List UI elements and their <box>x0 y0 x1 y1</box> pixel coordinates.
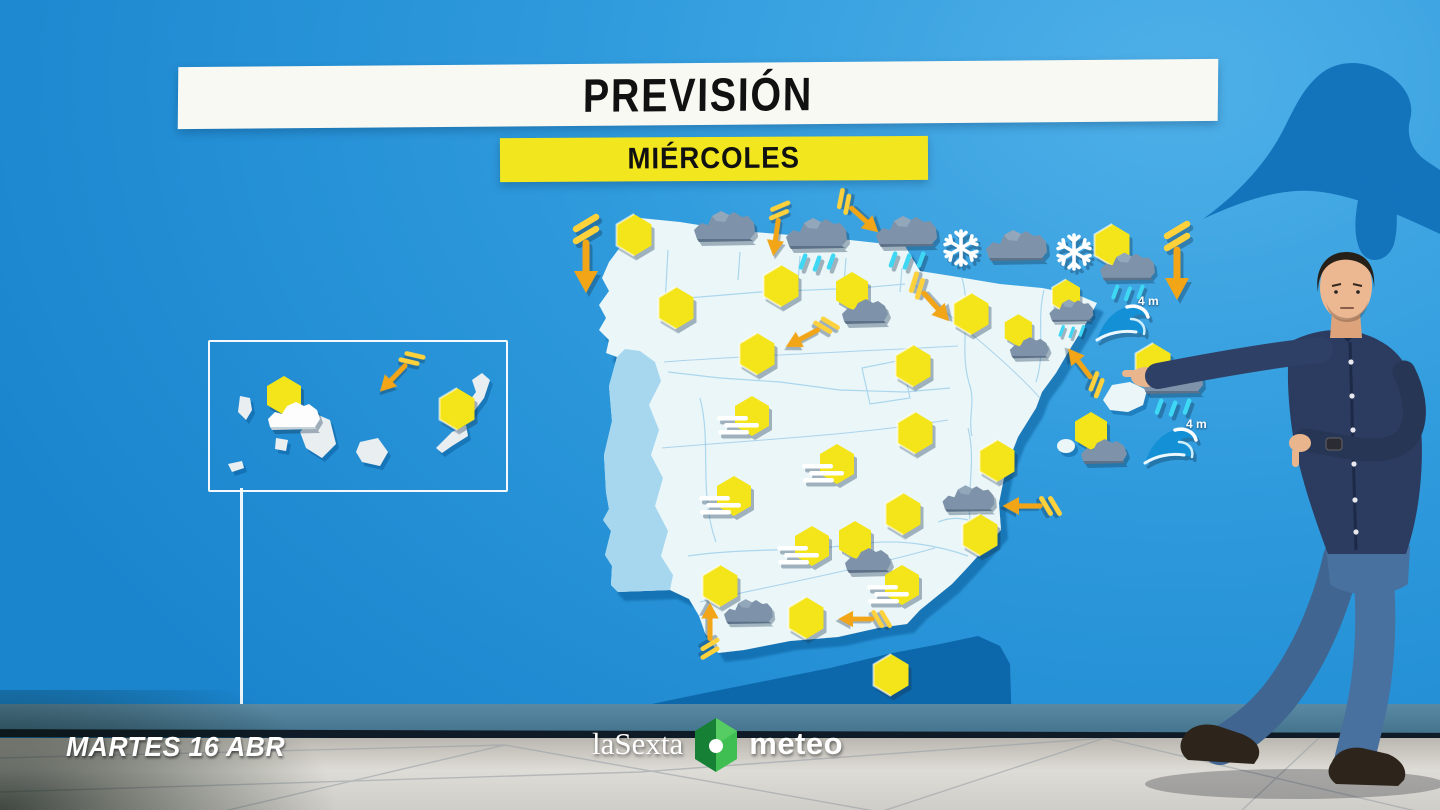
sun-cloud-icon <box>833 520 895 578</box>
sun-icon <box>883 492 923 536</box>
wind-arrow-icon <box>1160 220 1194 304</box>
cloud-rain-icon <box>1047 297 1095 340</box>
presenter-hair <box>1317 252 1375 292</box>
cloud-icon <box>983 227 1049 265</box>
date-caption: MARTES 16 ABR <box>66 731 286 762</box>
cloud-icon <box>691 208 757 246</box>
sun-icon <box>437 387 477 431</box>
wind-arrow-icon <box>778 309 843 359</box>
pointing-finger <box>1292 448 1299 467</box>
shoe <box>1180 724 1260 764</box>
sun-icon <box>656 286 696 330</box>
cloud-icon <box>722 597 775 627</box>
cloud-icon <box>940 483 996 515</box>
snowflake-icon <box>1053 231 1095 273</box>
sun-icon <box>960 513 1000 557</box>
wind-arrow-icon <box>1000 493 1063 519</box>
shoe <box>1328 747 1406 786</box>
sun-haze-icon <box>775 525 835 575</box>
canary-inset-pointer-line <box>240 488 243 810</box>
lasexta-hexagon-logo <box>695 718 738 772</box>
sun-haze-icon <box>865 564 925 614</box>
lasexta-wordmark: laSexta <box>592 726 684 761</box>
wind-arrow-icon <box>1057 339 1114 402</box>
sun-icon <box>786 596 826 640</box>
sun-cloud-icon <box>830 271 892 329</box>
wind-arrow-icon <box>369 342 429 403</box>
sun-icon <box>951 292 991 336</box>
sun-icon <box>614 213 654 257</box>
sun-haze-icon <box>800 443 860 493</box>
wind-arrow-icon <box>899 268 960 332</box>
pointing-hand <box>1122 370 1138 377</box>
sun-icon <box>977 439 1017 483</box>
wave-height-label: 4 m <box>1138 294 1159 308</box>
wind-arrow-icon <box>761 197 794 260</box>
sun-icon <box>871 653 911 697</box>
presenter-face <box>1320 254 1372 320</box>
sun-icon <box>700 564 740 608</box>
wave-icon: 4 m <box>1094 294 1159 344</box>
corner-shadow <box>0 690 560 810</box>
wind-arrow-icon <box>698 600 722 660</box>
sun-cloud-white-icon <box>260 375 324 433</box>
weather-presenter <box>1122 252 1440 799</box>
cloud-rain-icon <box>1097 250 1156 304</box>
cloud-rain-icon <box>783 215 849 275</box>
sun-cloud-icon <box>1069 411 1131 469</box>
wind-arrow-icon <box>569 213 603 297</box>
wind-arrow-icon <box>827 185 888 244</box>
wave-height-label: 4 m <box>1186 417 1207 431</box>
portugal <box>603 349 673 592</box>
france-landmass <box>1203 63 1440 261</box>
channel-brand: laSexta meteo <box>592 716 843 772</box>
snowflake-icon <box>940 227 982 269</box>
wave-icon: 4 m <box>1142 417 1207 467</box>
cloud-rain-icon <box>873 213 939 273</box>
sun-icon <box>737 332 777 376</box>
sun-haze-icon <box>715 395 775 445</box>
wristwatch <box>1325 437 1343 451</box>
canary-inset-box <box>208 340 508 492</box>
sun-haze-icon <box>697 475 757 525</box>
sun-cloud-icon <box>1000 313 1053 362</box>
wind-arrow-icon <box>835 607 893 630</box>
sun-icon <box>761 264 801 308</box>
sun-icon <box>895 411 935 455</box>
sun-icon <box>893 344 933 388</box>
meteo-wordmark: meteo <box>749 726 844 761</box>
